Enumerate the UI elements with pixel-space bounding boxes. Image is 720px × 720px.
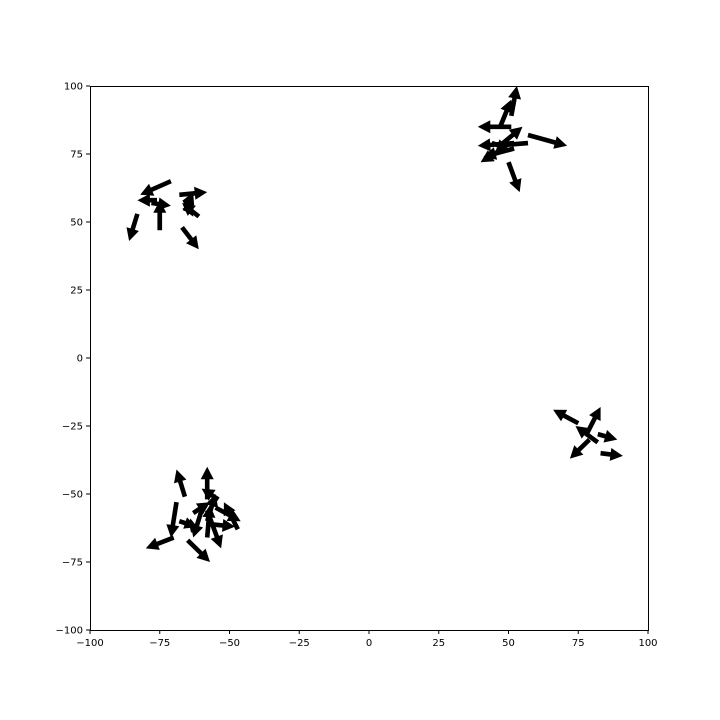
x-tick-label: −50: [219, 638, 240, 649]
quiver-arrow: [498, 99, 513, 128]
quiver-arrow: [214, 505, 241, 522]
quiver-arrow: [137, 193, 157, 207]
arrows-layer: [126, 86, 623, 562]
quiver-arrow: [205, 509, 223, 549]
x-tick-label: 100: [638, 638, 657, 649]
x-tick-label: −25: [289, 638, 310, 649]
y-tick-label: 0: [77, 354, 83, 365]
y-axis: −100 −75 −50 −25 0 25 50 75 100: [56, 82, 90, 637]
x-axis: −100 −75 −50 −25 0 25 50 75 100: [76, 630, 658, 649]
quiver-arrow: [501, 126, 523, 145]
y-tick-label: −100: [56, 626, 83, 637]
quiver-arrow: [180, 226, 199, 250]
x-tick-label: 0: [366, 638, 372, 649]
quiver-arrow: [153, 200, 167, 231]
quiver-arrow: [477, 120, 512, 134]
quiver-arrow: [190, 509, 204, 538]
x-tick-label: −100: [76, 638, 103, 649]
quiver-arrow: [126, 213, 140, 241]
x-tick-label: 50: [502, 638, 515, 649]
y-tick-label: −50: [62, 490, 83, 501]
quiver-arrow: [508, 86, 521, 117]
quiver-arrow: [527, 132, 568, 149]
quiver-arrow: [200, 466, 214, 500]
quiver-arrow: [179, 186, 208, 200]
quiver-arrow: [506, 161, 522, 193]
quiver-arrow: [575, 426, 600, 445]
x-tick-label: 75: [572, 638, 585, 649]
quiver-arrow: [186, 538, 210, 562]
y-tick-label: 75: [70, 150, 83, 161]
quiver-arrow: [182, 199, 194, 217]
y-tick-label: −25: [62, 422, 83, 433]
quiver-arrow: [597, 430, 618, 443]
quiver-arrow: [201, 488, 220, 502]
quiver-arrow: [174, 469, 188, 498]
quiver-arrow: [553, 409, 580, 426]
y-tick-label: 100: [64, 82, 83, 93]
quiver-arrow: [569, 438, 591, 459]
quiver-arrow: [207, 519, 236, 532]
quiver-arrow: [145, 535, 175, 550]
quiver-arrow: [192, 502, 210, 515]
y-tick-label: 25: [70, 286, 83, 297]
y-tick-label: 50: [70, 218, 83, 229]
quiver-arrow: [166, 501, 180, 538]
y-tick-label: −75: [62, 558, 83, 569]
quiver-arrow: [140, 179, 172, 196]
x-tick-label: −75: [149, 638, 170, 649]
x-tick-label: 25: [432, 638, 445, 649]
quiver-arrow: [600, 448, 623, 461]
quiver-arrow: [491, 139, 509, 151]
